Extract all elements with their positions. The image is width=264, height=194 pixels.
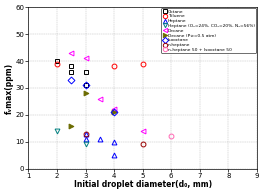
Toluene xyxy=(55,63,59,65)
Line: Decane (P∞=0.5 atm): Decane (P∞=0.5 atm) xyxy=(69,91,116,128)
Heptane xyxy=(98,138,101,140)
Line: Decane: Decane xyxy=(69,51,145,133)
Octane xyxy=(70,71,73,73)
Legend: Octane, Toluene, Heptane, Heptane (O₂=24%, CO₂=20%, N₂=56%), Decane, Decane (P∞=: Octane, Toluene, Heptane, Heptane (O₂=24… xyxy=(161,8,256,53)
Heptane (O₂=24%, CO₂=20%, N₂=56%) xyxy=(55,130,59,132)
Heptane xyxy=(84,133,87,135)
Heptane (O₂=24%, CO₂=20%, N₂=56%) xyxy=(84,143,87,146)
Isooctane xyxy=(70,79,73,81)
Line: Heptane: Heptane xyxy=(83,131,116,158)
Toluene xyxy=(112,65,116,68)
Decane xyxy=(141,130,144,132)
Heptane xyxy=(84,138,87,140)
Line: Octane: Octane xyxy=(55,59,88,88)
Octane xyxy=(84,84,87,87)
Decane xyxy=(84,57,87,60)
Decane xyxy=(98,98,101,100)
Decane xyxy=(112,108,116,111)
n-heptane xyxy=(84,133,87,135)
Y-axis label: fᵥmax(ppm): fᵥmax(ppm) xyxy=(5,62,14,113)
Isooctane xyxy=(84,84,87,87)
X-axis label: Initial droplet diameter(d₀, mm): Initial droplet diameter(d₀, mm) xyxy=(74,180,212,189)
Isooctane xyxy=(112,111,116,113)
Octane xyxy=(84,71,87,73)
Line: Toluene: Toluene xyxy=(55,61,145,69)
Line: n-heptane: n-heptane xyxy=(83,131,145,147)
Octane xyxy=(70,65,73,68)
Decane (P∞=0.5 atm) xyxy=(70,124,73,127)
Decane (P∞=0.5 atm) xyxy=(84,92,87,94)
Decane (P∞=0.5 atm) xyxy=(112,111,116,113)
n-heptane xyxy=(141,143,144,146)
Line: Heptane (O₂=24%, CO₂=20%, N₂=56%): Heptane (O₂=24%, CO₂=20%, N₂=56%) xyxy=(55,129,88,147)
Heptane xyxy=(112,140,116,143)
Line: Isooctane: Isooctane xyxy=(69,77,116,115)
Octane xyxy=(55,60,59,62)
Toluene xyxy=(141,63,144,65)
Heptane xyxy=(112,154,116,156)
Decane xyxy=(70,52,73,54)
